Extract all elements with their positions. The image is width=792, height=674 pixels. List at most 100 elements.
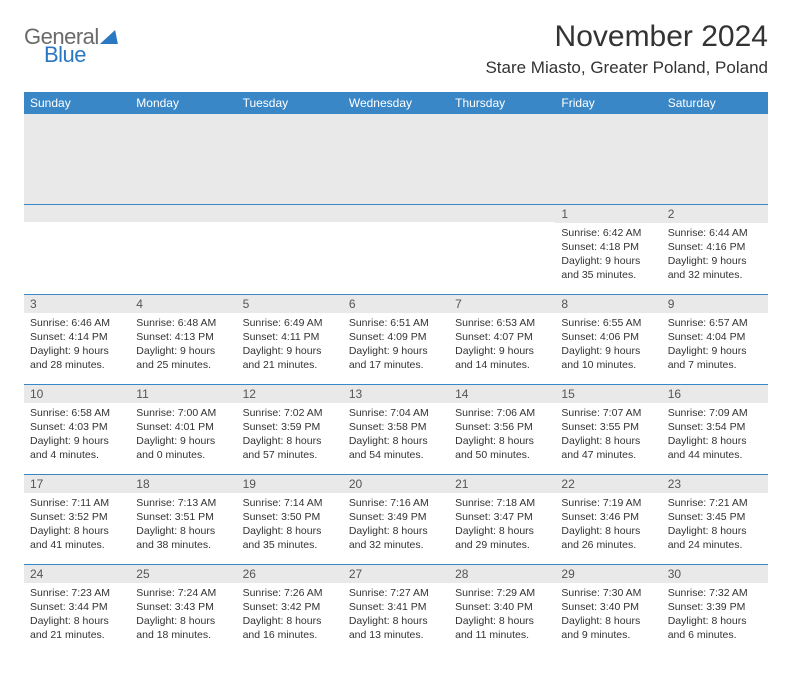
- day-detail: Sunrise: 7:21 AMSunset: 3:45 PMDaylight:…: [662, 493, 768, 557]
- calendar-day-cell: [130, 204, 236, 294]
- day-detail: Sunrise: 6:46 AMSunset: 4:14 PMDaylight:…: [24, 313, 130, 377]
- calendar-day-cell: 8Sunrise: 6:55 AMSunset: 4:06 PMDaylight…: [555, 294, 661, 384]
- day-number: 29: [555, 565, 661, 583]
- calendar-day-cell: 29Sunrise: 7:30 AMSunset: 3:40 PMDayligh…: [555, 564, 661, 654]
- day-detail: Sunrise: 7:06 AMSunset: 3:56 PMDaylight:…: [449, 403, 555, 467]
- day-detail: Sunrise: 7:27 AMSunset: 3:41 PMDaylight:…: [343, 583, 449, 647]
- weekday-header: Thursday: [449, 92, 555, 114]
- calendar-day-cell: 22Sunrise: 7:19 AMSunset: 3:46 PMDayligh…: [555, 474, 661, 564]
- calendar-page: General Blue November 2024 Stare Miasto,…: [0, 0, 792, 674]
- day-detail: Sunrise: 7:29 AMSunset: 3:40 PMDaylight:…: [449, 583, 555, 647]
- day-number: 19: [237, 475, 343, 493]
- day-number: 27: [343, 565, 449, 583]
- day-detail: Sunrise: 7:24 AMSunset: 3:43 PMDaylight:…: [130, 583, 236, 647]
- calendar-day-cell: 10Sunrise: 6:58 AMSunset: 4:03 PMDayligh…: [24, 384, 130, 474]
- calendar-day-cell: 3Sunrise: 6:46 AMSunset: 4:14 PMDaylight…: [24, 294, 130, 384]
- calendar-header-row: SundayMondayTuesdayWednesdayThursdayFrid…: [24, 92, 768, 114]
- day-number: 21: [449, 475, 555, 493]
- day-number: 6: [343, 295, 449, 313]
- weekday-header: Monday: [130, 92, 236, 114]
- brand-triangle-icon: [100, 30, 124, 44]
- weekday-header: Sunday: [24, 92, 130, 114]
- calendar-day-cell: 4Sunrise: 6:48 AMSunset: 4:13 PMDaylight…: [130, 294, 236, 384]
- header: General Blue November 2024 Stare Miasto,…: [24, 20, 768, 78]
- day-detail: Sunrise: 7:09 AMSunset: 3:54 PMDaylight:…: [662, 403, 768, 467]
- day-detail: Sunrise: 6:53 AMSunset: 4:07 PMDaylight:…: [449, 313, 555, 377]
- day-detail: Sunrise: 6:42 AMSunset: 4:18 PMDaylight:…: [555, 223, 661, 287]
- day-detail: Sunrise: 7:04 AMSunset: 3:58 PMDaylight:…: [343, 403, 449, 467]
- day-number: 14: [449, 385, 555, 403]
- day-number: 18: [130, 475, 236, 493]
- calendar-week: 3Sunrise: 6:46 AMSunset: 4:14 PMDaylight…: [24, 294, 768, 384]
- day-detail: Sunrise: 7:13 AMSunset: 3:51 PMDaylight:…: [130, 493, 236, 557]
- calendar-day-cell: [237, 204, 343, 294]
- calendar-day-cell: 28Sunrise: 7:29 AMSunset: 3:40 PMDayligh…: [449, 564, 555, 654]
- calendar-day-cell: 2Sunrise: 6:44 AMSunset: 4:16 PMDaylight…: [662, 204, 768, 294]
- calendar-day-cell: 1Sunrise: 6:42 AMSunset: 4:18 PMDaylight…: [555, 204, 661, 294]
- day-number: [24, 205, 130, 222]
- day-detail: Sunrise: 6:48 AMSunset: 4:13 PMDaylight:…: [130, 313, 236, 377]
- day-number: 12: [237, 385, 343, 403]
- calendar-week: 24Sunrise: 7:23 AMSunset: 3:44 PMDayligh…: [24, 564, 768, 654]
- calendar-week: 10Sunrise: 6:58 AMSunset: 4:03 PMDayligh…: [24, 384, 768, 474]
- day-detail: Sunrise: 7:32 AMSunset: 3:39 PMDaylight:…: [662, 583, 768, 647]
- day-detail: Sunrise: 7:02 AMSunset: 3:59 PMDaylight:…: [237, 403, 343, 467]
- calendar-day-cell: 23Sunrise: 7:21 AMSunset: 3:45 PMDayligh…: [662, 474, 768, 564]
- weekday-header: Saturday: [662, 92, 768, 114]
- day-number: 28: [449, 565, 555, 583]
- day-number: [130, 205, 236, 222]
- calendar-day-cell: 17Sunrise: 7:11 AMSunset: 3:52 PMDayligh…: [24, 474, 130, 564]
- title-month: November 2024: [485, 20, 768, 54]
- header-spacer: [24, 114, 768, 204]
- day-detail: Sunrise: 6:49 AMSunset: 4:11 PMDaylight:…: [237, 313, 343, 377]
- calendar-day-cell: 25Sunrise: 7:24 AMSunset: 3:43 PMDayligh…: [130, 564, 236, 654]
- day-detail: Sunrise: 7:26 AMSunset: 3:42 PMDaylight:…: [237, 583, 343, 647]
- calendar-day-cell: 5Sunrise: 6:49 AMSunset: 4:11 PMDaylight…: [237, 294, 343, 384]
- title-block: November 2024 Stare Miasto, Greater Pola…: [485, 20, 768, 78]
- day-detail: Sunrise: 7:23 AMSunset: 3:44 PMDaylight:…: [24, 583, 130, 647]
- calendar-day-cell: 19Sunrise: 7:14 AMSunset: 3:50 PMDayligh…: [237, 474, 343, 564]
- day-detail: Sunrise: 7:30 AMSunset: 3:40 PMDaylight:…: [555, 583, 661, 647]
- weekday-header: Tuesday: [237, 92, 343, 114]
- calendar-day-cell: 26Sunrise: 7:26 AMSunset: 3:42 PMDayligh…: [237, 564, 343, 654]
- calendar-day-cell: 9Sunrise: 6:57 AMSunset: 4:04 PMDaylight…: [662, 294, 768, 384]
- day-number: 9: [662, 295, 768, 313]
- day-detail: Sunrise: 6:57 AMSunset: 4:04 PMDaylight:…: [662, 313, 768, 377]
- day-number: 5: [237, 295, 343, 313]
- calendar-day-cell: 12Sunrise: 7:02 AMSunset: 3:59 PMDayligh…: [237, 384, 343, 474]
- day-number: 24: [24, 565, 130, 583]
- calendar-day-cell: 15Sunrise: 7:07 AMSunset: 3:55 PMDayligh…: [555, 384, 661, 474]
- day-detail: Sunrise: 7:11 AMSunset: 3:52 PMDaylight:…: [24, 493, 130, 557]
- day-detail: Sunrise: 6:55 AMSunset: 4:06 PMDaylight:…: [555, 313, 661, 377]
- day-detail: Sunrise: 7:07 AMSunset: 3:55 PMDaylight:…: [555, 403, 661, 467]
- calendar-day-cell: 27Sunrise: 7:27 AMSunset: 3:41 PMDayligh…: [343, 564, 449, 654]
- calendar-day-cell: 30Sunrise: 7:32 AMSunset: 3:39 PMDayligh…: [662, 564, 768, 654]
- day-detail: Sunrise: 7:16 AMSunset: 3:49 PMDaylight:…: [343, 493, 449, 557]
- day-number: 17: [24, 475, 130, 493]
- calendar-day-cell: [24, 204, 130, 294]
- calendar-day-cell: 6Sunrise: 6:51 AMSunset: 4:09 PMDaylight…: [343, 294, 449, 384]
- day-number: 23: [662, 475, 768, 493]
- day-number: 30: [662, 565, 768, 583]
- day-number: [449, 205, 555, 222]
- day-number: 22: [555, 475, 661, 493]
- day-number: 13: [343, 385, 449, 403]
- calendar-day-cell: 13Sunrise: 7:04 AMSunset: 3:58 PMDayligh…: [343, 384, 449, 474]
- calendar-day-cell: [449, 204, 555, 294]
- calendar-week: 17Sunrise: 7:11 AMSunset: 3:52 PMDayligh…: [24, 474, 768, 564]
- calendar-table: SundayMondayTuesdayWednesdayThursdayFrid…: [24, 92, 768, 654]
- day-number: 25: [130, 565, 236, 583]
- day-number: 15: [555, 385, 661, 403]
- day-detail: Sunrise: 7:19 AMSunset: 3:46 PMDaylight:…: [555, 493, 661, 557]
- calendar-day-cell: [343, 204, 449, 294]
- calendar-week: 1Sunrise: 6:42 AMSunset: 4:18 PMDaylight…: [24, 204, 768, 294]
- weekday-header: Wednesday: [343, 92, 449, 114]
- title-location: Stare Miasto, Greater Poland, Poland: [485, 58, 768, 78]
- calendar-day-cell: 14Sunrise: 7:06 AMSunset: 3:56 PMDayligh…: [449, 384, 555, 474]
- day-detail: Sunrise: 7:14 AMSunset: 3:50 PMDaylight:…: [237, 493, 343, 557]
- day-number: 16: [662, 385, 768, 403]
- day-detail: Sunrise: 6:58 AMSunset: 4:03 PMDaylight:…: [24, 403, 130, 467]
- calendar-day-cell: 11Sunrise: 7:00 AMSunset: 4:01 PMDayligh…: [130, 384, 236, 474]
- day-detail: Sunrise: 7:18 AMSunset: 3:47 PMDaylight:…: [449, 493, 555, 557]
- calendar-day-cell: 16Sunrise: 7:09 AMSunset: 3:54 PMDayligh…: [662, 384, 768, 474]
